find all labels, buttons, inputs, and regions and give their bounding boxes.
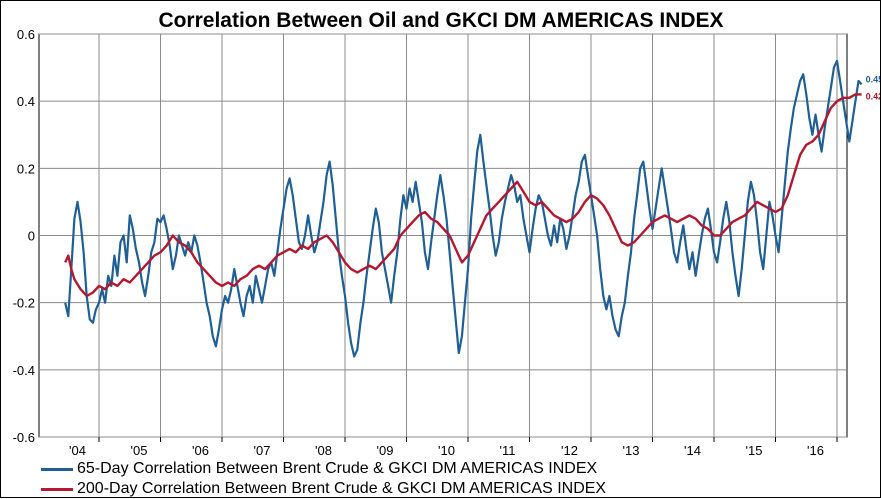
y-tick-label: -0.2 xyxy=(13,296,35,311)
x-tick-label: '15 xyxy=(746,443,763,458)
x-tick-label: '07 xyxy=(254,443,271,458)
x-tick-label: '04 xyxy=(69,443,86,458)
x-tick-label: '09 xyxy=(377,443,394,458)
x-tick-label: '08 xyxy=(315,443,332,458)
legend-swatch-200-day xyxy=(41,487,73,491)
legend-swatch-65-day xyxy=(41,467,73,471)
y-tick-label: -0.4 xyxy=(13,363,35,378)
legend: 65-Day Correlation Between Brent Crude &… xyxy=(41,459,606,499)
legend-item-200-day: 200-Day Correlation Between Brent Crude … xyxy=(41,479,606,499)
y-tick-label: 0 xyxy=(28,229,35,244)
legend-label-65-day: 65-Day Correlation Between Brent Crude &… xyxy=(77,460,598,477)
end-label-65-day: 0.45 xyxy=(866,74,880,84)
y-tick-label: 0.6 xyxy=(17,27,35,42)
x-tick-label: '13 xyxy=(623,443,640,458)
x-tick-label: '14 xyxy=(684,443,701,458)
x-tick-label: '05 xyxy=(131,443,148,458)
grid-lines xyxy=(38,33,848,442)
y-tick-label: -0.6 xyxy=(13,430,35,445)
series-65-day-line xyxy=(64,59,863,358)
y-tick-label: 0.4 xyxy=(17,94,35,109)
axis-labels: 0.6 0.4 0.2 0 -0.2 -0.4 -0.6 '04 '05 '06 '07 '08 '09… xyxy=(13,27,824,458)
x-tick-label: '06 xyxy=(192,443,209,458)
legend-item-65-day: 65-Day Correlation Between Brent Crude &… xyxy=(41,459,606,479)
series-200-day-line xyxy=(64,93,862,298)
x-tick-label: '12 xyxy=(561,443,578,458)
end-value-labels: 0.45 0.42 xyxy=(866,74,880,101)
chart-title: Correlation Between Oil and GKCI DM AMER… xyxy=(158,9,723,32)
series-lines xyxy=(64,59,863,358)
x-tick-label: '10 xyxy=(438,443,455,458)
end-label-200-day: 0.42 xyxy=(866,91,880,101)
x-tick-label: '11 xyxy=(500,443,516,458)
y-tick-label: 0.2 xyxy=(17,161,35,176)
x-tick-label: '16 xyxy=(807,443,824,458)
legend-label-200-day: 200-Day Correlation Between Brent Crude … xyxy=(77,480,607,497)
